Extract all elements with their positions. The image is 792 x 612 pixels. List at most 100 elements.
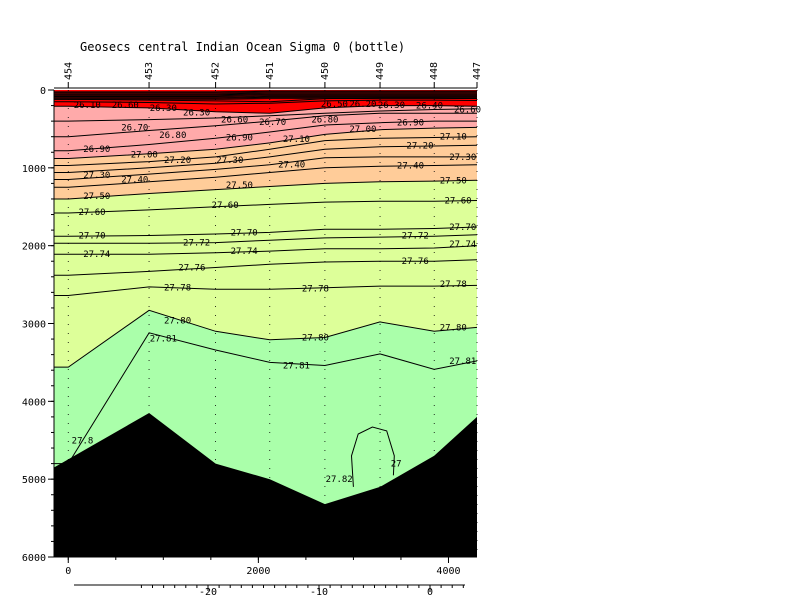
- surface-contour: [54, 93, 477, 95]
- contour-27-10: [54, 136, 478, 166]
- lat-tick-label: -10: [310, 587, 328, 598]
- contour-label: 26.40: [416, 102, 443, 112]
- contour-labels: 26.10 26.60 26.30 26.30 26.60 26.70 26.50 26.20…: [72, 100, 481, 485]
- contour-26-60: [54, 105, 478, 114]
- station-label: 451: [265, 62, 276, 80]
- bottom-fill: [54, 413, 477, 557]
- contour-27-72: [54, 234, 478, 244]
- contour-label: 27.40: [397, 161, 424, 171]
- contour-label: 27.30: [216, 156, 243, 166]
- contour-label: 27.72: [402, 232, 429, 242]
- contour-label: 27.81: [449, 357, 476, 367]
- contour-label: 27.30: [449, 153, 476, 163]
- contour-label: 26.80: [159, 131, 186, 141]
- contour-27-81: [54, 332, 478, 465]
- contour-label: 27.78: [164, 284, 191, 294]
- y-tick-label: 6000: [22, 553, 46, 564]
- contour-label: 27.20: [164, 156, 191, 166]
- contour-label: 27.50: [83, 192, 110, 202]
- axes: 0 1000 2000 3000 4000 5000 6000 0 2000 4000 -20 -10…: [22, 62, 483, 598]
- surface-contour: [54, 96, 477, 99]
- contour-label: 26.60: [112, 101, 139, 111]
- contour-27-20: [54, 144, 478, 173]
- contour-label: 27.74: [83, 250, 110, 260]
- contour-label: 26.10: [74, 101, 101, 111]
- y-tick-label: 5000: [22, 475, 46, 486]
- contour-label: 27.76: [402, 257, 429, 267]
- contour-label: 26.80: [311, 116, 338, 126]
- contour-label: 27.10: [283, 135, 310, 145]
- contour-label: 27.81: [150, 334, 177, 344]
- station-label: 452: [211, 62, 222, 80]
- station-label: 453: [144, 62, 155, 80]
- contour-label: 27.70: [231, 228, 258, 238]
- contour-label: 26.90: [83, 145, 110, 155]
- contour-label: 27.74: [231, 247, 258, 257]
- lat-tick-label: 0: [427, 587, 433, 598]
- contour-label: 26.20: [349, 100, 376, 110]
- contour-label: 27.80: [164, 316, 191, 326]
- contour-label: 27.72: [183, 239, 210, 249]
- surface-contour: [54, 95, 477, 98]
- contour-label: 27.82: [326, 475, 353, 485]
- bottom-topography: [54, 413, 477, 557]
- contour-27-78: [54, 284, 478, 296]
- contour-label: 27.70: [78, 232, 105, 242]
- contour-27-76: [54, 259, 478, 276]
- contour-label: 26.30: [378, 101, 405, 111]
- contour-label: 27.40: [278, 161, 305, 171]
- y-tick-label: 2000: [22, 242, 46, 253]
- contour-label: 26.90: [226, 133, 253, 143]
- surface-contour: [54, 94, 477, 97]
- contour-label-partial: 27: [391, 460, 402, 470]
- contour-26-30: [54, 99, 478, 105]
- lat-tick-label: -20: [199, 587, 217, 598]
- contour-label: 27.30: [83, 171, 110, 181]
- contour-label: 27.60: [78, 208, 105, 218]
- contour-26-80: [54, 112, 477, 138]
- contour-27-70: [54, 226, 478, 237]
- y-tick-label: 3000: [22, 320, 46, 331]
- contour-27-00: [54, 126, 478, 159]
- contour-label: 27.40: [121, 176, 148, 186]
- contour-label: 27.76: [178, 263, 205, 273]
- contour-label: 27.78: [440, 280, 467, 290]
- contour-label: 26.60: [454, 105, 481, 115]
- y-tick-label: 1000: [22, 164, 46, 175]
- station-label: 447: [472, 62, 483, 80]
- contour-27-82-closed: [350, 426, 395, 487]
- contour-label: 26.50: [321, 100, 348, 110]
- contour-27-50: [54, 179, 478, 200]
- contour-label: 27.50: [440, 176, 467, 186]
- contour-26-90: [54, 120, 477, 152]
- station-label: 449: [375, 62, 386, 80]
- contour-label: 27.00: [349, 125, 376, 135]
- contour-27-74: [54, 245, 478, 255]
- contour-label: 26.30: [183, 109, 210, 119]
- surface-contour: [54, 91, 477, 93]
- contour-label: 27.00: [131, 151, 158, 161]
- contour-label: 26.70: [121, 123, 148, 133]
- y-tick-label: 4000: [22, 397, 46, 408]
- contour-label: 27.60: [444, 197, 471, 207]
- contour-label: 26.60: [221, 116, 248, 126]
- contour-label: 27.50: [226, 181, 253, 191]
- y-tick-label: 0: [40, 86, 46, 97]
- contour-27-80: [54, 309, 478, 368]
- contour-label: 27.70: [449, 223, 476, 233]
- chart-title: Geosecs central Indian Ocean Sigma 0 (bo…: [80, 40, 405, 54]
- contour-label: 27.74: [449, 240, 476, 250]
- surface-contour: [54, 97, 477, 99]
- contour-27-30: [54, 156, 477, 180]
- contour-27-40: [54, 164, 478, 188]
- contour-label: 27.78: [302, 284, 329, 294]
- contour-27-60: [54, 200, 478, 214]
- surface-contour: [54, 98, 477, 100]
- x-tick-label: 0: [65, 566, 71, 577]
- contour-label: 27.10: [440, 133, 467, 143]
- surface-contour: [54, 93, 477, 96]
- x-tick-label: 2000: [246, 566, 270, 577]
- station-label: 454: [63, 62, 74, 80]
- contour-lines: [54, 90, 478, 487]
